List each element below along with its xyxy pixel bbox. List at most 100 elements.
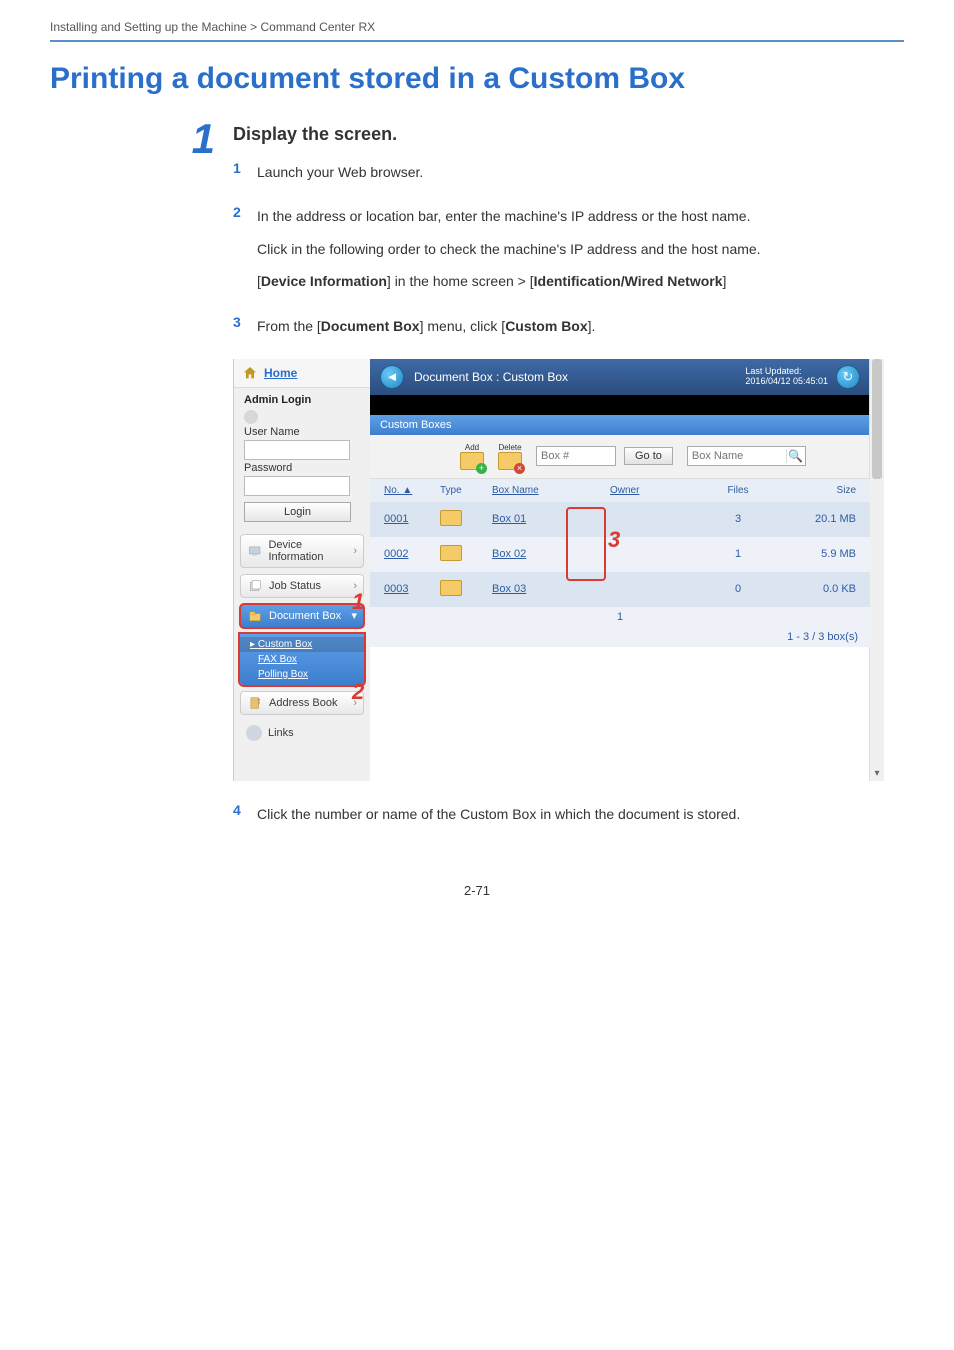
sidebar-item-address-book[interactable]: Address Book › [240,691,364,715]
row-owner [606,552,704,556]
row-name[interactable]: Box 01 [488,511,606,527]
black-bar [370,395,870,415]
sidebar-item-device-info[interactable]: Device Information › [240,534,364,568]
col-type: Type [436,483,488,498]
main-panel: ◄ Document Box : Custom Box Last Updated… [370,359,870,781]
page-number: 2-71 [50,883,904,898]
row-files: 0 [704,581,772,597]
table-row[interactable]: 0003 Box 03 0 0.0 KB [370,572,870,607]
row-name[interactable]: Box 03 [488,581,606,597]
back-button[interactable]: ◄ [380,365,404,389]
username-label: User Name [244,426,360,438]
table-body: 0001 Box 01 3 20.1 MB 0002 [370,502,870,607]
submenu-fax-box[interactable]: FAX Box [240,652,364,667]
row-size: 0.0 KB [772,581,860,597]
submenu-polling-box[interactable]: Polling Box [240,667,364,682]
page-title: Printing a document stored in a Custom B… [50,62,904,96]
substep-1-num: 1 [233,157,257,193]
header-rule [50,40,904,42]
main-title: Document Box : Custom Box [414,370,745,384]
chevron-right-icon: › [353,580,357,592]
sidebar-item-label: Job Status [269,580,321,592]
refresh-button[interactable]: ↻ [836,365,860,389]
sidebar-item-document-box[interactable]: Document Box ▾ [240,604,364,628]
folder-add-icon [460,452,484,470]
scroll-down-icon[interactable]: ▾ [870,768,884,779]
sidebar-item-job-status[interactable]: Job Status › [240,574,364,598]
box-number-input[interactable] [536,446,616,466]
search-icon[interactable]: 🔍 [786,449,805,463]
step-number-1: 1 [50,118,233,160]
last-updated: Last Updated: 2016/04/12 05:45:01 [745,367,828,387]
chevron-right-icon: › [353,697,357,709]
chevron-right-icon: › [353,545,357,557]
toolbar: Add Delete Go to 🔍 [370,435,870,479]
substep-2-num: 2 [233,201,257,302]
scrollbar-thumb[interactable] [872,359,882,479]
substep-4: 4 Click the number or name of the Custom… [233,799,904,835]
substep-2-text-1: In the address or location bar, enter th… [257,205,761,227]
sidebar-item-label: Device Information [268,539,357,563]
submenu-custom-box[interactable]: Custom Box [240,637,364,652]
substep-2-text-2: Click in the following order to check th… [257,238,761,260]
col-owner[interactable]: Owner [606,483,704,498]
sidebar-home[interactable]: Home [234,359,370,388]
document-box-submenu: Custom Box FAX Box Polling Box [240,634,364,685]
box-name-search-input[interactable] [688,447,786,465]
username-input[interactable] [244,440,350,460]
sidebar: Home Admin Login User Name Password Logi… [234,359,370,781]
row-no[interactable]: 0002 [380,546,436,562]
password-label: Password [244,462,360,474]
substep-3-text: From the [Document Box] menu, click [Cus… [257,315,595,337]
row-no[interactable]: 0001 [380,511,436,527]
home-icon [242,365,258,381]
password-input[interactable] [244,476,350,496]
scrollbar[interactable]: ▾ [869,359,884,781]
add-box-button[interactable]: Add [460,443,484,470]
links-icon [246,725,262,741]
substep-1-text: Launch your Web browser. [257,161,423,183]
login-button[interactable]: Login [244,502,351,522]
main-header: ◄ Document Box : Custom Box Last Updated… [370,359,870,395]
col-box-name[interactable]: Box Name [488,483,606,498]
job-status-icon [247,579,263,593]
substep-3-num: 3 [233,311,257,347]
user-icon [244,410,258,424]
sidebar-item-links[interactable]: Links [240,721,364,745]
table-header: No. ▲ Type Box Name Owner Files Size [370,479,870,502]
sidebar-item-label: Address Book [269,697,337,709]
folder-icon [440,510,462,526]
folder-delete-icon [498,452,522,470]
summary-range: 1 - 3 / 3 box(s) [370,627,870,647]
col-size: Size [772,483,860,498]
substep-4-num: 4 [233,799,257,835]
substep-2: 2 In the address or location bar, enter … [233,201,904,302]
row-owner [606,587,704,591]
row-no[interactable]: 0003 [380,581,436,597]
substep-2-text-3: [Device Information] in the home screen … [257,270,761,292]
home-label: Home [264,366,297,380]
row-size: 5.9 MB [772,546,860,562]
col-no[interactable]: No. ▲ [380,483,436,498]
device-info-icon [247,544,262,558]
folder-icon [440,545,462,561]
row-name[interactable]: Box 02 [488,546,606,562]
go-to-button[interactable]: Go to [624,447,673,465]
substep-1: 1 Launch your Web browser. [233,157,904,193]
delete-box-button[interactable]: Delete [498,443,522,470]
breadcrumb: Installing and Setting up the Machine > … [50,20,904,34]
col-files: Files [704,483,772,498]
table-row[interactable]: 0002 Box 02 1 5.9 MB [370,537,870,572]
row-files: 3 [704,511,772,527]
document-box-icon [247,609,263,623]
substep-4-text: Click the number or name of the Custom B… [257,803,740,825]
step-1-title: Display the screen. [233,124,904,145]
sidebar-item-label: Links [268,727,294,739]
row-size: 20.1 MB [772,511,860,527]
summary-count: 1 [370,607,870,627]
folder-icon [440,580,462,596]
sidebar-item-label: Document Box [269,610,341,622]
substep-3: 3 From the [Document Box] menu, click [C… [233,311,904,347]
table-row[interactable]: 0001 Box 01 3 20.1 MB [370,502,870,537]
ccrx-screenshot: ▾ Home Admin Login User Name [233,359,884,781]
